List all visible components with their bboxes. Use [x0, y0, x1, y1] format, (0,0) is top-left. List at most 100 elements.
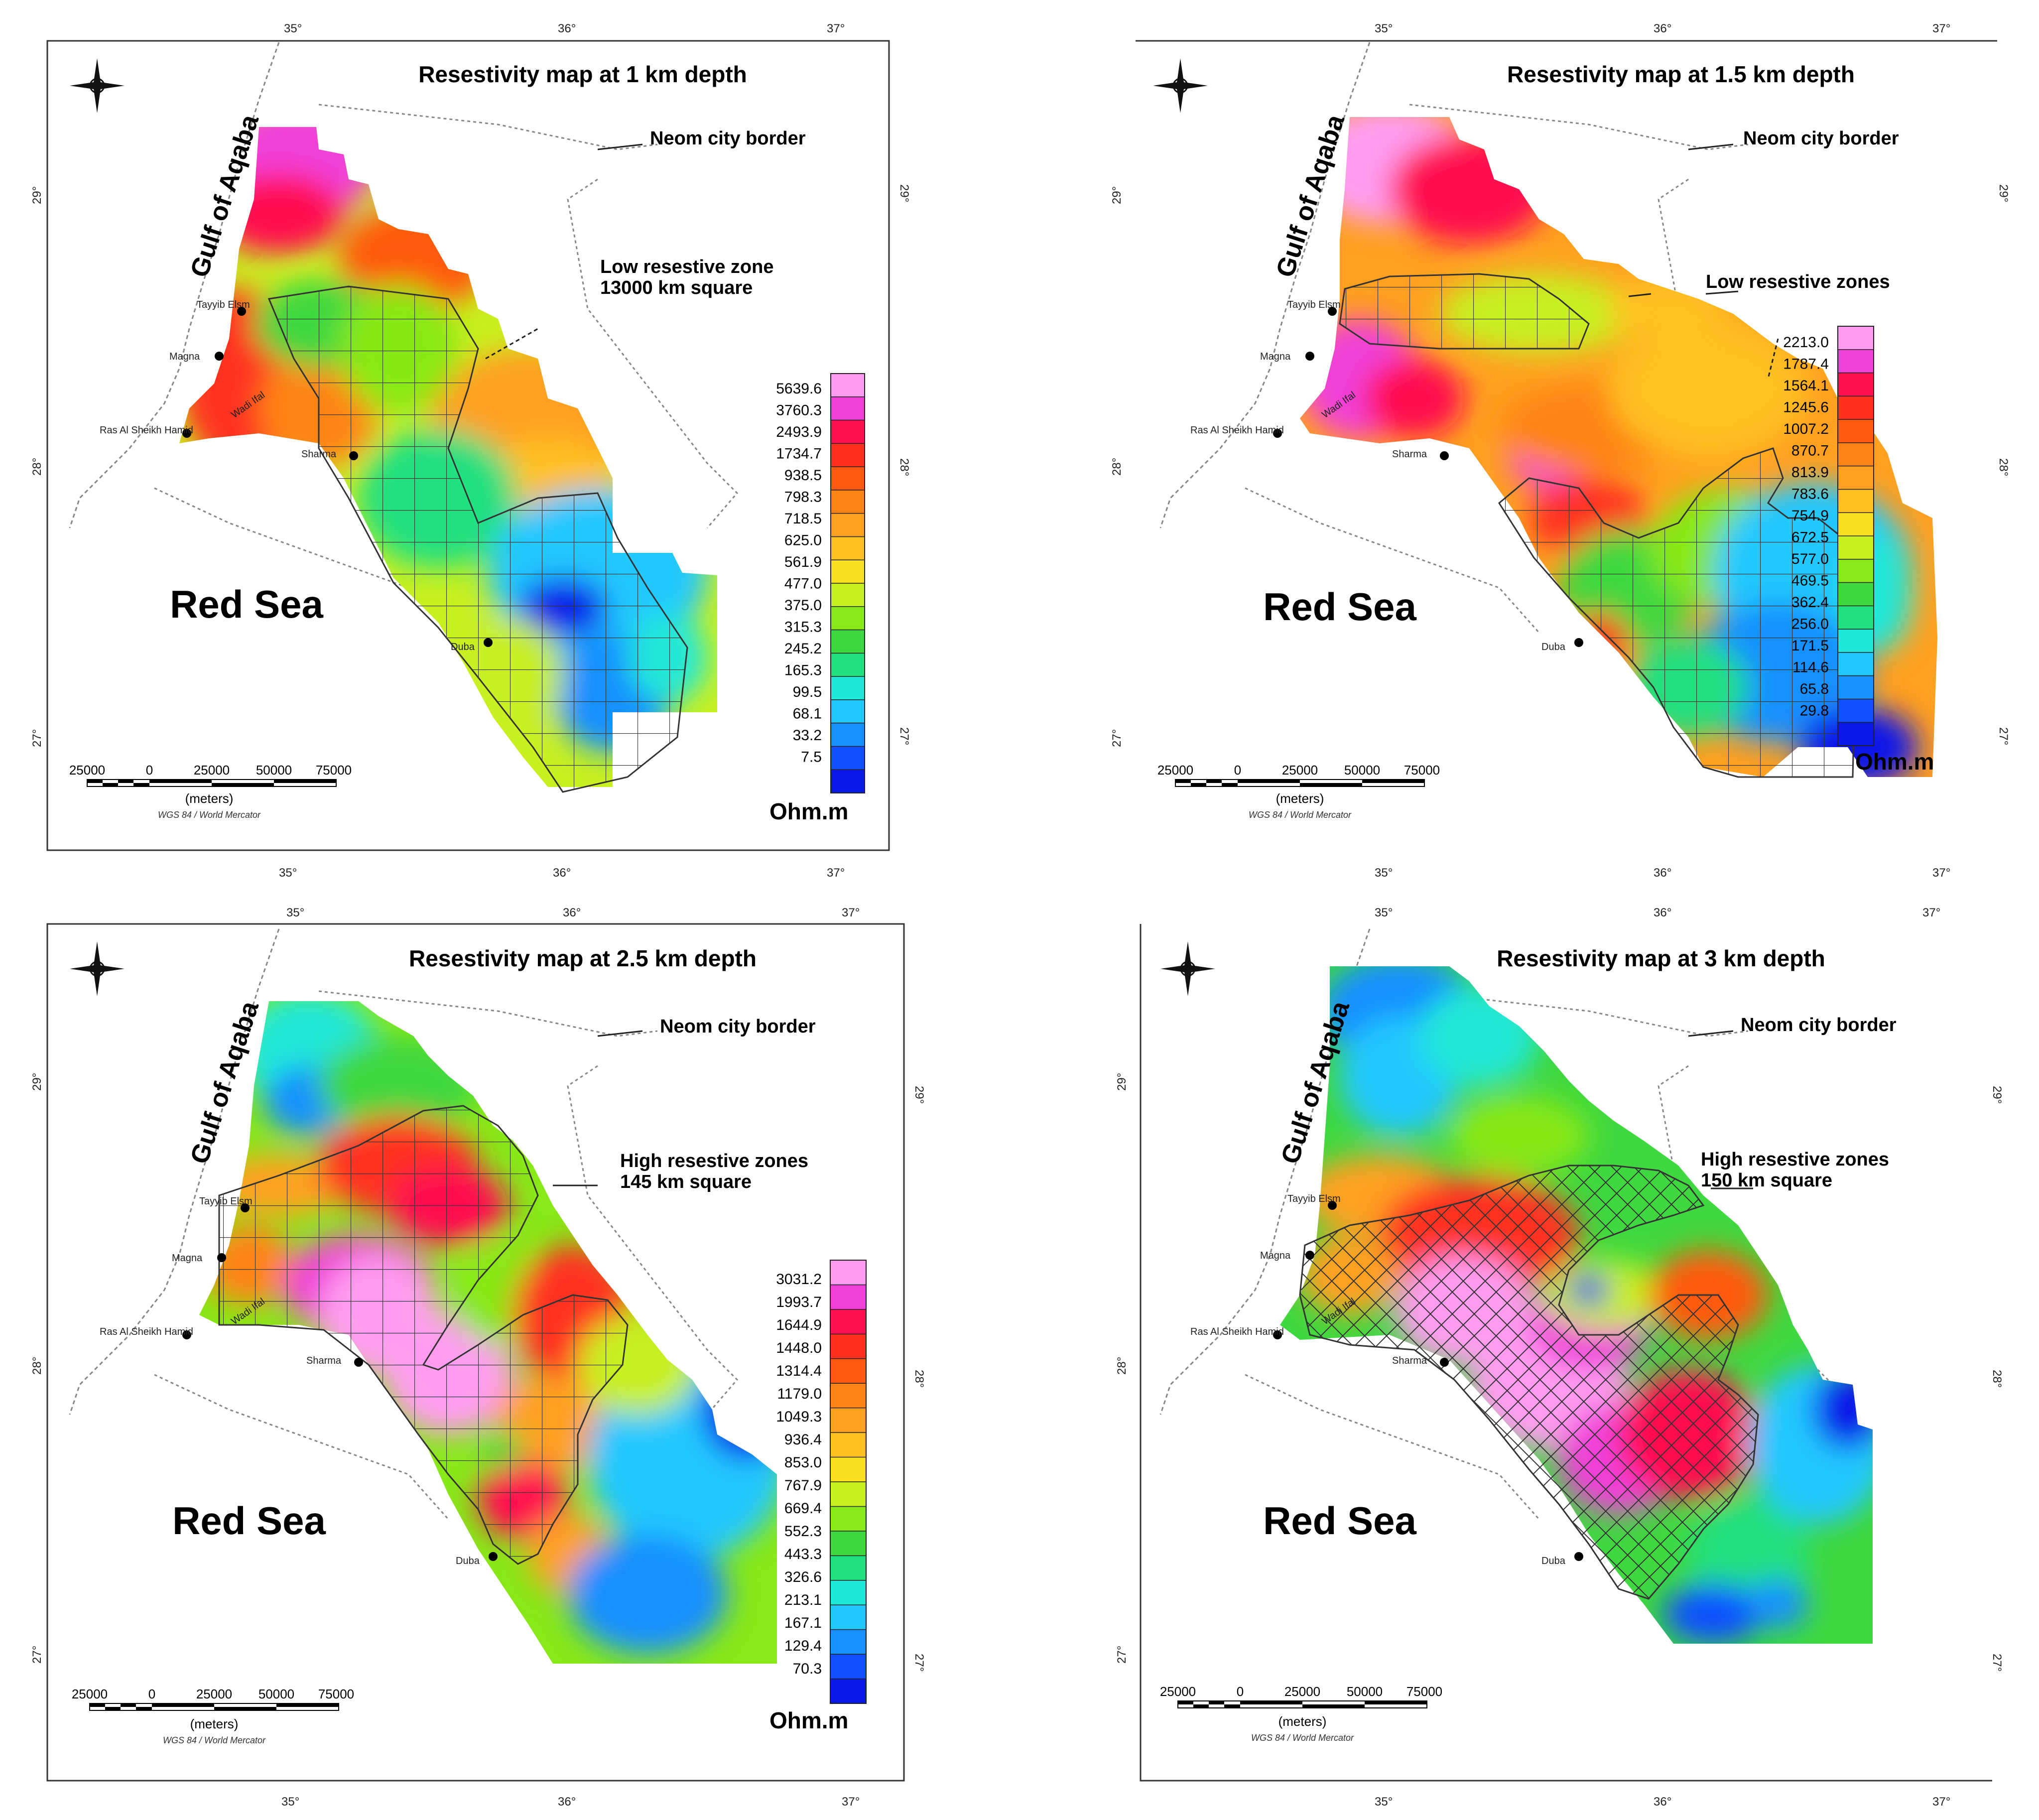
svg-text:25000: 25000: [196, 1687, 232, 1701]
border-label: Neom city border: [650, 128, 806, 149]
legend-value: 783.6: [1791, 486, 1829, 503]
zone-label-1: Low resestive zones: [1706, 271, 1890, 292]
svg-text:75000: 75000: [316, 763, 352, 778]
legend-value: 1007.2: [1783, 421, 1829, 437]
sea-label: Red Sea: [1263, 585, 1416, 629]
svg-text:50000: 50000: [258, 1687, 294, 1701]
svg-text:Duba: Duba: [1541, 642, 1566, 652]
svg-text:35°: 35°: [284, 22, 302, 35]
svg-text:35°: 35°: [1375, 22, 1393, 35]
legend-swatch: [1838, 466, 1874, 490]
svg-text:Ras Al Sheikh Hamid: Ras Al Sheikh Hamid: [100, 1326, 193, 1337]
border-label: Neom city border: [1741, 1015, 1897, 1036]
legend-swatch: [1838, 629, 1874, 653]
svg-text:(meters): (meters): [1278, 1714, 1327, 1729]
north-arrow-icon: [1160, 941, 1215, 996]
legend-value: 256.0: [1791, 616, 1829, 633]
legend-unit: Ohm.m: [1855, 749, 1934, 775]
svg-text:37°: 37°: [827, 22, 845, 35]
svg-text:Duba: Duba: [1541, 1556, 1566, 1566]
legend-swatch: [831, 723, 865, 747]
legend-value: 477.0: [784, 576, 822, 592]
svg-text:0: 0: [1237, 1684, 1244, 1699]
svg-text:Magna: Magna: [1260, 1250, 1291, 1261]
svg-text:36°: 36°: [553, 866, 571, 880]
svg-text:0: 0: [146, 763, 153, 778]
legend-value: 469.5: [1791, 573, 1829, 589]
zone-label-2: 13000 km square: [600, 277, 753, 298]
svg-text:28°: 28°: [30, 458, 44, 476]
legend-value: 936.4: [784, 1431, 822, 1448]
legend-value: 443.3: [784, 1546, 822, 1562]
svg-text:35°: 35°: [1375, 866, 1393, 880]
svg-text:36°: 36°: [558, 22, 576, 35]
svg-text:25000: 25000: [1157, 763, 1193, 778]
svg-text:WGS 84 / World Mercator: WGS 84 / World Mercator: [1249, 810, 1352, 820]
legend-value: 315.3: [784, 619, 822, 636]
svg-text:Ras Al Sheikh Hamid: Ras Al Sheikh Hamid: [1190, 425, 1284, 436]
legend-swatch: [831, 396, 865, 421]
legend-swatch: [1838, 582, 1874, 606]
svg-text:36°: 36°: [1654, 906, 1671, 919]
svg-text:Magna: Magna: [172, 1253, 203, 1264]
legend-swatch: [831, 770, 865, 793]
legend-value: 7.5: [801, 749, 822, 766]
legend-swatch: [830, 1556, 866, 1581]
legend-value: 672.5: [1791, 529, 1829, 546]
svg-text:35°: 35°: [279, 866, 297, 880]
high-resistive-zone: [1299, 1165, 1759, 1600]
zone-label-1: Low resestive zone: [600, 257, 773, 277]
svg-text:0: 0: [148, 1687, 155, 1701]
legend-swatch: [830, 1383, 866, 1409]
svg-text:0: 0: [1234, 763, 1241, 778]
zone-label-1: High resestive zones: [620, 1151, 808, 1171]
legend-swatch: [1838, 536, 1874, 560]
color-legend: 2213.0 1787.4 1564.1 1245.6 1007.2 870.7 813.9…: [1783, 326, 1874, 746]
north-arrow-icon: [70, 58, 125, 113]
low-resistive-zone-south: [1498, 447, 1859, 778]
svg-text:35°: 35°: [286, 906, 304, 919]
legend-value: 3031.2: [776, 1271, 822, 1288]
legend-value: 167.1: [784, 1615, 822, 1631]
legend-value: 577.0: [1791, 551, 1829, 567]
svg-text:28°: 28°: [1110, 458, 1124, 476]
sea-label: Red Sea: [1263, 1499, 1416, 1543]
svg-text:Sharma: Sharma: [301, 449, 337, 460]
legend-value: 129.4: [784, 1638, 822, 1654]
svg-text:37°: 37°: [1932, 22, 1950, 35]
legend-swatch: [831, 560, 865, 584]
legend-value: 165.3: [784, 662, 822, 679]
legend-swatch: [831, 630, 865, 653]
neom-border: [154, 990, 739, 1520]
legend-swatch: [830, 1506, 866, 1532]
svg-text:Magna: Magna: [1260, 351, 1291, 362]
legend-swatch: [1838, 489, 1874, 513]
legend-value: 114.6: [1792, 659, 1829, 676]
map-frame: [46, 40, 890, 851]
legend-value: 33.2: [793, 727, 822, 744]
legend-swatch: [831, 746, 865, 770]
legend-swatch: [831, 374, 865, 397]
legend-value: 870.7: [1791, 443, 1829, 459]
legend-value: 245.2: [784, 641, 822, 657]
legend-value: 552.3: [784, 1523, 822, 1540]
svg-text:Tayyib Elsm: Tayyib Elsm: [197, 299, 250, 310]
svg-text:27°: 27°: [1115, 1646, 1129, 1664]
coastline: [69, 928, 280, 1415]
svg-text:(meters): (meters): [190, 1716, 239, 1731]
svg-text:29°: 29°: [1990, 1086, 2004, 1104]
svg-text:28°: 28°: [1997, 458, 2010, 476]
svg-text:36°: 36°: [1654, 1795, 1671, 1809]
zone-label-1: High resestive zones: [1701, 1149, 1889, 1170]
legend-value: 99.5: [793, 684, 822, 700]
panel-4: Resestivity map at 3 km depth: [1115, 906, 2004, 1809]
svg-text:Tayyib Elsm: Tayyib Elsm: [1287, 1193, 1341, 1204]
svg-text:25000: 25000: [1284, 1684, 1320, 1699]
svg-text:50000: 50000: [256, 763, 292, 778]
svg-text:28°: 28°: [1115, 1357, 1129, 1375]
scale-bar: 25000 0 25000 50000 75000 (meters) WGS 8…: [72, 1687, 354, 1745]
legend-value: 1734.7: [776, 446, 822, 462]
legend-value: 1787.4: [1783, 356, 1829, 373]
svg-text:36°: 36°: [1654, 866, 1671, 880]
svg-text:29°: 29°: [30, 1073, 44, 1091]
